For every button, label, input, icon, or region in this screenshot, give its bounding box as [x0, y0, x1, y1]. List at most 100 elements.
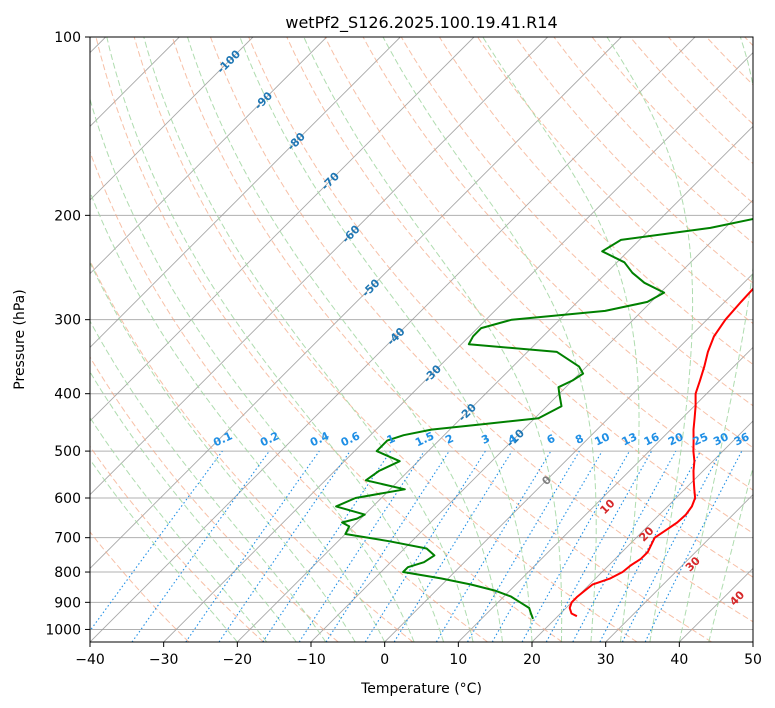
plot-frame: [89, 36, 754, 643]
mixing-ratio-line: [185, 450, 320, 642]
x-tick-label: 10: [449, 652, 467, 668]
mixing-ratio-label: 8: [573, 432, 585, 447]
mixing-ratio-line: [467, 450, 580, 642]
dry-adiabat: [90, 531, 190, 642]
mixing-ratio-label: 25: [691, 430, 710, 448]
dry-adiabat: [362, 37, 753, 449]
y-axis-title: Pressure (hPa): [12, 289, 28, 389]
mixing-ratio-line: [545, 450, 653, 642]
isotherm-line: [90, 37, 401, 348]
mixing-ratio-label: 30: [711, 430, 731, 448]
dry-adiabat: [133, 37, 638, 642]
x-tick-label: 0: [380, 652, 389, 668]
moist-adiabat: [239, 37, 533, 642]
mixing-ratio-line: [90, 450, 223, 632]
mixing-ratio-label: 13: [620, 430, 639, 448]
isotherm-line: [237, 125, 753, 642]
x-axis-title: Temperature (°C): [360, 681, 482, 697]
y-tick-label: 200: [54, 208, 81, 224]
isotherm-label: -90: [252, 89, 275, 112]
dry-adiabat: [324, 37, 753, 491]
dry-adiabat: [95, 37, 563, 642]
x-tick-label: −10: [296, 652, 326, 668]
x-tick-label: −30: [149, 652, 179, 668]
x-tick-label: −20: [223, 652, 253, 668]
dewpoint-curve: [335, 217, 753, 620]
x-tick-label: 50: [744, 652, 762, 668]
moist-adiabat: [482, 37, 640, 642]
isotherm-line: [90, 37, 254, 201]
y-tick-label: 1000: [45, 622, 81, 638]
chart-title: wetPf2_S126.2025.100.19.41.R14: [285, 13, 557, 33]
background-lines: [90, 37, 753, 642]
mixing-ratio-line: [435, 450, 552, 642]
mixing-ratio-line: [218, 450, 351, 642]
dry-adiabat: [591, 37, 753, 204]
mixing-ratio-label: 16: [642, 430, 662, 448]
mixing-ratio-label: 0.2: [258, 429, 281, 449]
dry-adiabat: [438, 37, 753, 366]
isotherm-label: -80: [285, 130, 308, 153]
y-tick-label: 800: [54, 565, 81, 581]
dry-adiabat: [248, 37, 753, 578]
moist-adiabat: [106, 37, 445, 642]
x-tick-label: −40: [75, 652, 105, 668]
x-tick-label: 30: [597, 652, 615, 668]
moist-adiabat-label: 30: [683, 554, 703, 574]
mixing-ratio-label: 0.4: [308, 429, 331, 449]
y-tick-label: 900: [54, 595, 81, 611]
mixing-ratio-line: [572, 450, 677, 642]
y-tick-label: 400: [54, 387, 81, 403]
mixing-ratio-line: [521, 450, 630, 642]
mixing-ratio-label: 20: [666, 430, 686, 448]
isotherm-line: [752, 641, 753, 642]
isotherm-line: [605, 494, 753, 642]
y-tick-label: 300: [54, 313, 81, 329]
y-tick-label: 100: [54, 30, 81, 46]
y-tick-label: 500: [54, 444, 81, 460]
mixing-ratio-label: 0.1: [211, 429, 234, 449]
moist-adiabat: [90, 416, 268, 642]
dry-adiabat: [706, 37, 753, 86]
moist-adiabat: [187, 37, 503, 642]
dry-adiabat: [286, 37, 753, 534]
moist-adiabat: [90, 458, 238, 642]
isotherm-line: [90, 37, 548, 496]
mixing-ratio-label: 36: [732, 430, 752, 448]
y-tick-label: 700: [54, 531, 81, 547]
moist-adiabat: [382, 37, 597, 642]
data-series: [335, 217, 753, 620]
moist-adiabat: [90, 97, 415, 642]
mixing-ratio-line: [364, 450, 486, 642]
mixing-ratio-line: [131, 450, 270, 642]
isotherm-line: [90, 37, 622, 569]
x-tick-label: 40: [670, 652, 688, 668]
dry-adiabat: [90, 356, 339, 642]
dry-adiabat: [515, 37, 753, 284]
dry-adiabat: [553, 37, 753, 244]
mixing-ratio-line: [491, 450, 603, 642]
isotherm-line: [90, 37, 475, 422]
isotherm-line: [90, 37, 327, 275]
isotherm-label: -40: [384, 325, 407, 348]
dry-adiabat: [629, 37, 753, 165]
dry-adiabat: [90, 150, 488, 642]
moist-adiabat: [90, 261, 356, 642]
dry-adiabat: [90, 445, 264, 642]
moist-adiabat: [606, 37, 694, 642]
dry-adiabat: [90, 259, 414, 642]
moist-adiabat: [303, 37, 563, 642]
isotherm-label: -60: [339, 222, 362, 245]
isotherm-line: [531, 420, 753, 642]
x-axis: −40 −30 −20 −10 0 10 20 30 40 50: [75, 642, 762, 668]
mixing-ratio-label: 3: [479, 432, 491, 447]
isotherm-label: -20: [456, 401, 479, 424]
isotherm-label: -70: [319, 169, 342, 192]
moist-adiabat: [143, 37, 474, 642]
isotherm-line: [90, 37, 696, 642]
dry-adiabat: [400, 37, 753, 407]
dry-adiabat: [668, 37, 753, 125]
mixing-ratio-line: [325, 450, 450, 642]
mixing-ratio-line: [393, 450, 513, 642]
